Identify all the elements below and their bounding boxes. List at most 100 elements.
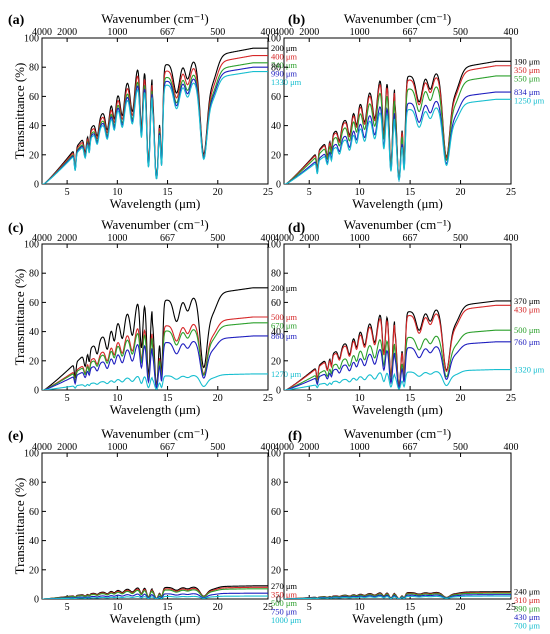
y-tick-label: 80: [271, 63, 281, 74]
top-tick-label: 500: [453, 442, 468, 453]
y-tick-label: 20: [29, 565, 39, 576]
y-tick-label: 100: [266, 449, 281, 460]
top-axis-title: Wavenumber (cm⁻¹): [101, 11, 209, 26]
x-tick-label: 5: [65, 602, 70, 613]
y-tick-label: 60: [271, 92, 281, 103]
x-tick-label: 25: [263, 393, 273, 404]
plot-frame: [41, 452, 269, 600]
x-axis-title: Wavelength (μm): [110, 196, 201, 211]
y-tick-label: 40: [271, 327, 281, 338]
series-label: 1320 μm: [514, 365, 545, 375]
panel-label: (f): [288, 429, 302, 444]
y-tick-label: 20: [29, 356, 39, 367]
x-axis-title: Wavelength (μm): [352, 611, 443, 626]
plot-frame: [283, 37, 512, 185]
x-tick-label: 15: [405, 187, 415, 198]
series-label: 370 μm: [514, 296, 540, 306]
plot-frame: [283, 243, 512, 391]
x-tick-label: 25: [506, 602, 516, 613]
x-tick-label: 25: [506, 393, 516, 404]
x-tick-label: 20: [213, 602, 223, 613]
top-tick-label: 667: [403, 27, 418, 38]
x-tick-label: 5: [307, 602, 312, 613]
panel-label: (a): [8, 13, 25, 28]
y-tick-label: 100: [266, 34, 281, 45]
x-tick-label: 15: [405, 393, 415, 404]
y-axis-title: Transmittance (%): [12, 269, 27, 366]
y-axis-title: Transmittance (%): [12, 478, 27, 575]
series-label: 500 μm: [271, 598, 297, 608]
x-tick-label: 10: [355, 393, 365, 404]
series-line-2: [42, 588, 268, 599]
series-label: 240 μm: [514, 587, 540, 597]
x-axis-title: Wavelength (μm): [110, 402, 201, 417]
x-tick-label: 15: [405, 602, 415, 613]
series-label: 550 μm: [514, 73, 540, 83]
series-line-4: [42, 71, 268, 184]
top-axis-title: Wavenumber (cm⁻¹): [344, 426, 452, 441]
x-tick-label: 15: [163, 187, 173, 198]
x-tick-label: 20: [456, 393, 466, 404]
x-tick-label: 25: [263, 602, 273, 613]
top-tick-label: 500: [210, 27, 225, 38]
series-label: 1250 μm: [514, 96, 545, 106]
series-label: 390 μm: [514, 604, 540, 614]
series-label: 1270 μm: [271, 369, 302, 379]
top-axis-title: Wavenumber (cm⁻¹): [101, 217, 209, 232]
y-tick-label: 60: [271, 507, 281, 518]
y-tick-label: 60: [29, 298, 39, 309]
series-group: [42, 287, 268, 390]
y-tick-label: 60: [271, 298, 281, 309]
top-tick-label: 4000: [32, 27, 52, 38]
x-tick-label: 20: [213, 187, 223, 198]
top-tick-label: 2000: [57, 27, 77, 38]
panel-label: (c): [8, 221, 24, 236]
top-tick-label: 400: [261, 233, 276, 244]
x-tick-label: 5: [307, 187, 312, 198]
top-tick-label: 2000: [57, 233, 77, 244]
x-tick-label: 15: [163, 602, 173, 613]
top-tick-label: 500: [453, 27, 468, 38]
series-label: 1330 μm: [271, 77, 302, 87]
series-line-4: [284, 369, 511, 390]
x-tick-label: 5: [307, 393, 312, 404]
series-label: 430 μm: [514, 304, 540, 314]
y-tick-label: 80: [29, 269, 39, 280]
y-tick-label: 0: [34, 386, 39, 397]
y-tick-label: 20: [271, 150, 281, 161]
x-axis-title: Wavelength (μm): [110, 611, 201, 626]
top-tick-label: 4000: [32, 442, 52, 453]
top-tick-label: 1000: [350, 442, 370, 453]
y-axis-title: Transmittance (%): [12, 63, 27, 160]
x-tick-label: 15: [163, 393, 173, 404]
y-tick-label: 100: [24, 34, 39, 45]
series-line-4: [42, 373, 268, 390]
series-label: 500 μm: [514, 325, 540, 335]
series-label: 350 μm: [514, 65, 540, 75]
series-label: 1000 μm: [271, 615, 302, 625]
top-tick-label: 400: [504, 233, 519, 244]
y-tick-label: 40: [29, 327, 39, 338]
panel-label: (b): [288, 13, 305, 28]
x-tick-label: 25: [263, 187, 273, 198]
top-tick-label: 1000: [107, 27, 127, 38]
top-tick-label: 667: [403, 442, 418, 453]
top-tick-label: 500: [210, 233, 225, 244]
y-tick-label: 100: [24, 449, 39, 460]
top-tick-label: 667: [403, 233, 418, 244]
top-tick-label: 500: [210, 442, 225, 453]
top-tick-label: 2000: [299, 442, 319, 453]
top-tick-label: 400: [504, 27, 519, 38]
x-tick-label: 10: [112, 602, 122, 613]
top-tick-label: 4000: [32, 233, 52, 244]
top-tick-label: 4000: [274, 442, 294, 453]
y-tick-label: 60: [29, 507, 39, 518]
top-axis-title: Wavenumber (cm⁻¹): [101, 426, 209, 441]
top-tick-label: 1000: [350, 27, 370, 38]
